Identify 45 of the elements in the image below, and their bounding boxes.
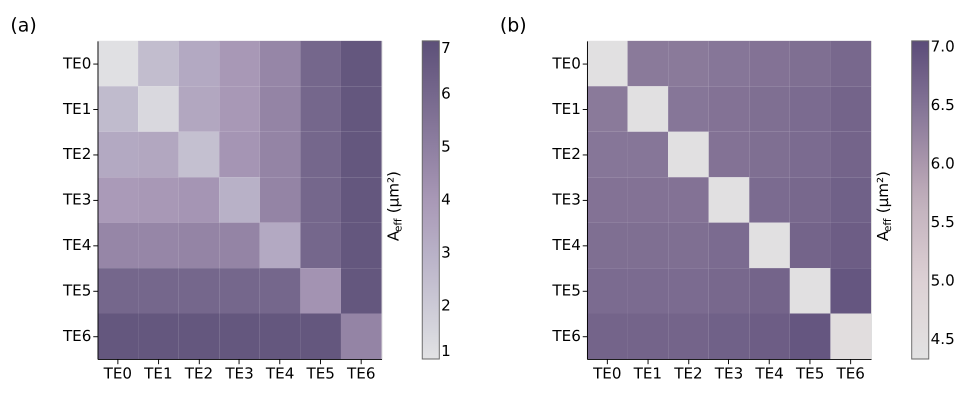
- y-tick-label: TE2: [62, 145, 92, 164]
- x-tick-label: TE6: [346, 364, 376, 382]
- color-bar-label: 2: [441, 296, 451, 315]
- y-tick-label: TE5: [62, 282, 92, 300]
- y-tick-label: TE0: [62, 54, 92, 72]
- color-bar-title: Aeff (μm²): [874, 171, 894, 242]
- x-tick-label: TE5: [305, 364, 335, 382]
- y-tick-label: TE1: [62, 100, 92, 118]
- color-bar-label: 7.0: [930, 37, 955, 56]
- color-bar-label: 6.0: [930, 154, 955, 172]
- color-bar-label: 7: [441, 39, 451, 58]
- x-tick-label: TE0: [592, 364, 622, 382]
- y-tick-label: TE0: [551, 54, 581, 72]
- x-tick-label: TE5: [794, 364, 824, 382]
- x-tick-label: TE6: [836, 364, 865, 382]
- x-tick-label: TE2: [673, 364, 703, 382]
- color-bar-label: 5: [441, 138, 451, 156]
- y-tick-label: TE4: [62, 236, 92, 254]
- color-bar-label: 4.5: [930, 330, 955, 348]
- color-bar-label: 1: [441, 342, 451, 360]
- y-tick-label: TE5: [551, 282, 581, 300]
- chart-title: (a): [10, 14, 37, 36]
- y-tick-label: TE2: [551, 145, 581, 164]
- color-bar-title: Aeff (μm²): [384, 171, 404, 242]
- y-tick-label: TE3: [551, 190, 581, 209]
- color-bar-label: 6.5: [930, 96, 955, 114]
- y-tick-label: TE4: [551, 236, 581, 254]
- x-tick-label: TE1: [143, 364, 173, 382]
- y-tick-label: TE3: [62, 190, 92, 209]
- color-bar-label: 4: [441, 190, 451, 209]
- x-tick-label: TE4: [264, 364, 294, 382]
- x-tick-label: TE2: [184, 364, 214, 382]
- color-bar-label: 6: [441, 84, 451, 103]
- color-bar-label: 3: [441, 244, 451, 262]
- y-tick-label: TE6: [62, 326, 92, 345]
- color-bar-label: 5.0: [930, 271, 955, 290]
- x-tick-label: TE3: [224, 364, 254, 382]
- chart-title: (b): [500, 14, 527, 36]
- y-tick-label: TE1: [551, 100, 581, 118]
- y-tick-label: TE6: [551, 326, 581, 345]
- x-tick-label: TE0: [102, 364, 132, 382]
- color-bar-label: 5.5: [930, 212, 955, 231]
- x-tick-label: TE1: [632, 364, 662, 382]
- x-tick-label: TE3: [714, 364, 744, 382]
- x-tick-label: TE4: [754, 364, 784, 382]
